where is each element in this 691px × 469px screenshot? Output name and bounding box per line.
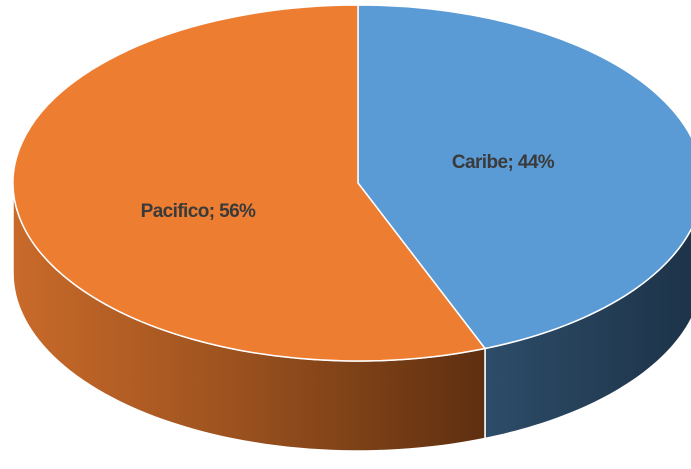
slice-label-pacifico: Pacifico; 56% (141, 201, 256, 222)
pie-labels: Caribe; 44% Pacifico; 56% (141, 152, 556, 222)
pie-tops (12, 4, 691, 362)
pie-slice-caribe (357, 4, 691, 350)
slice-label-caribe: Caribe; 44% (452, 152, 555, 173)
pie-slice-pacifico (12, 4, 486, 362)
